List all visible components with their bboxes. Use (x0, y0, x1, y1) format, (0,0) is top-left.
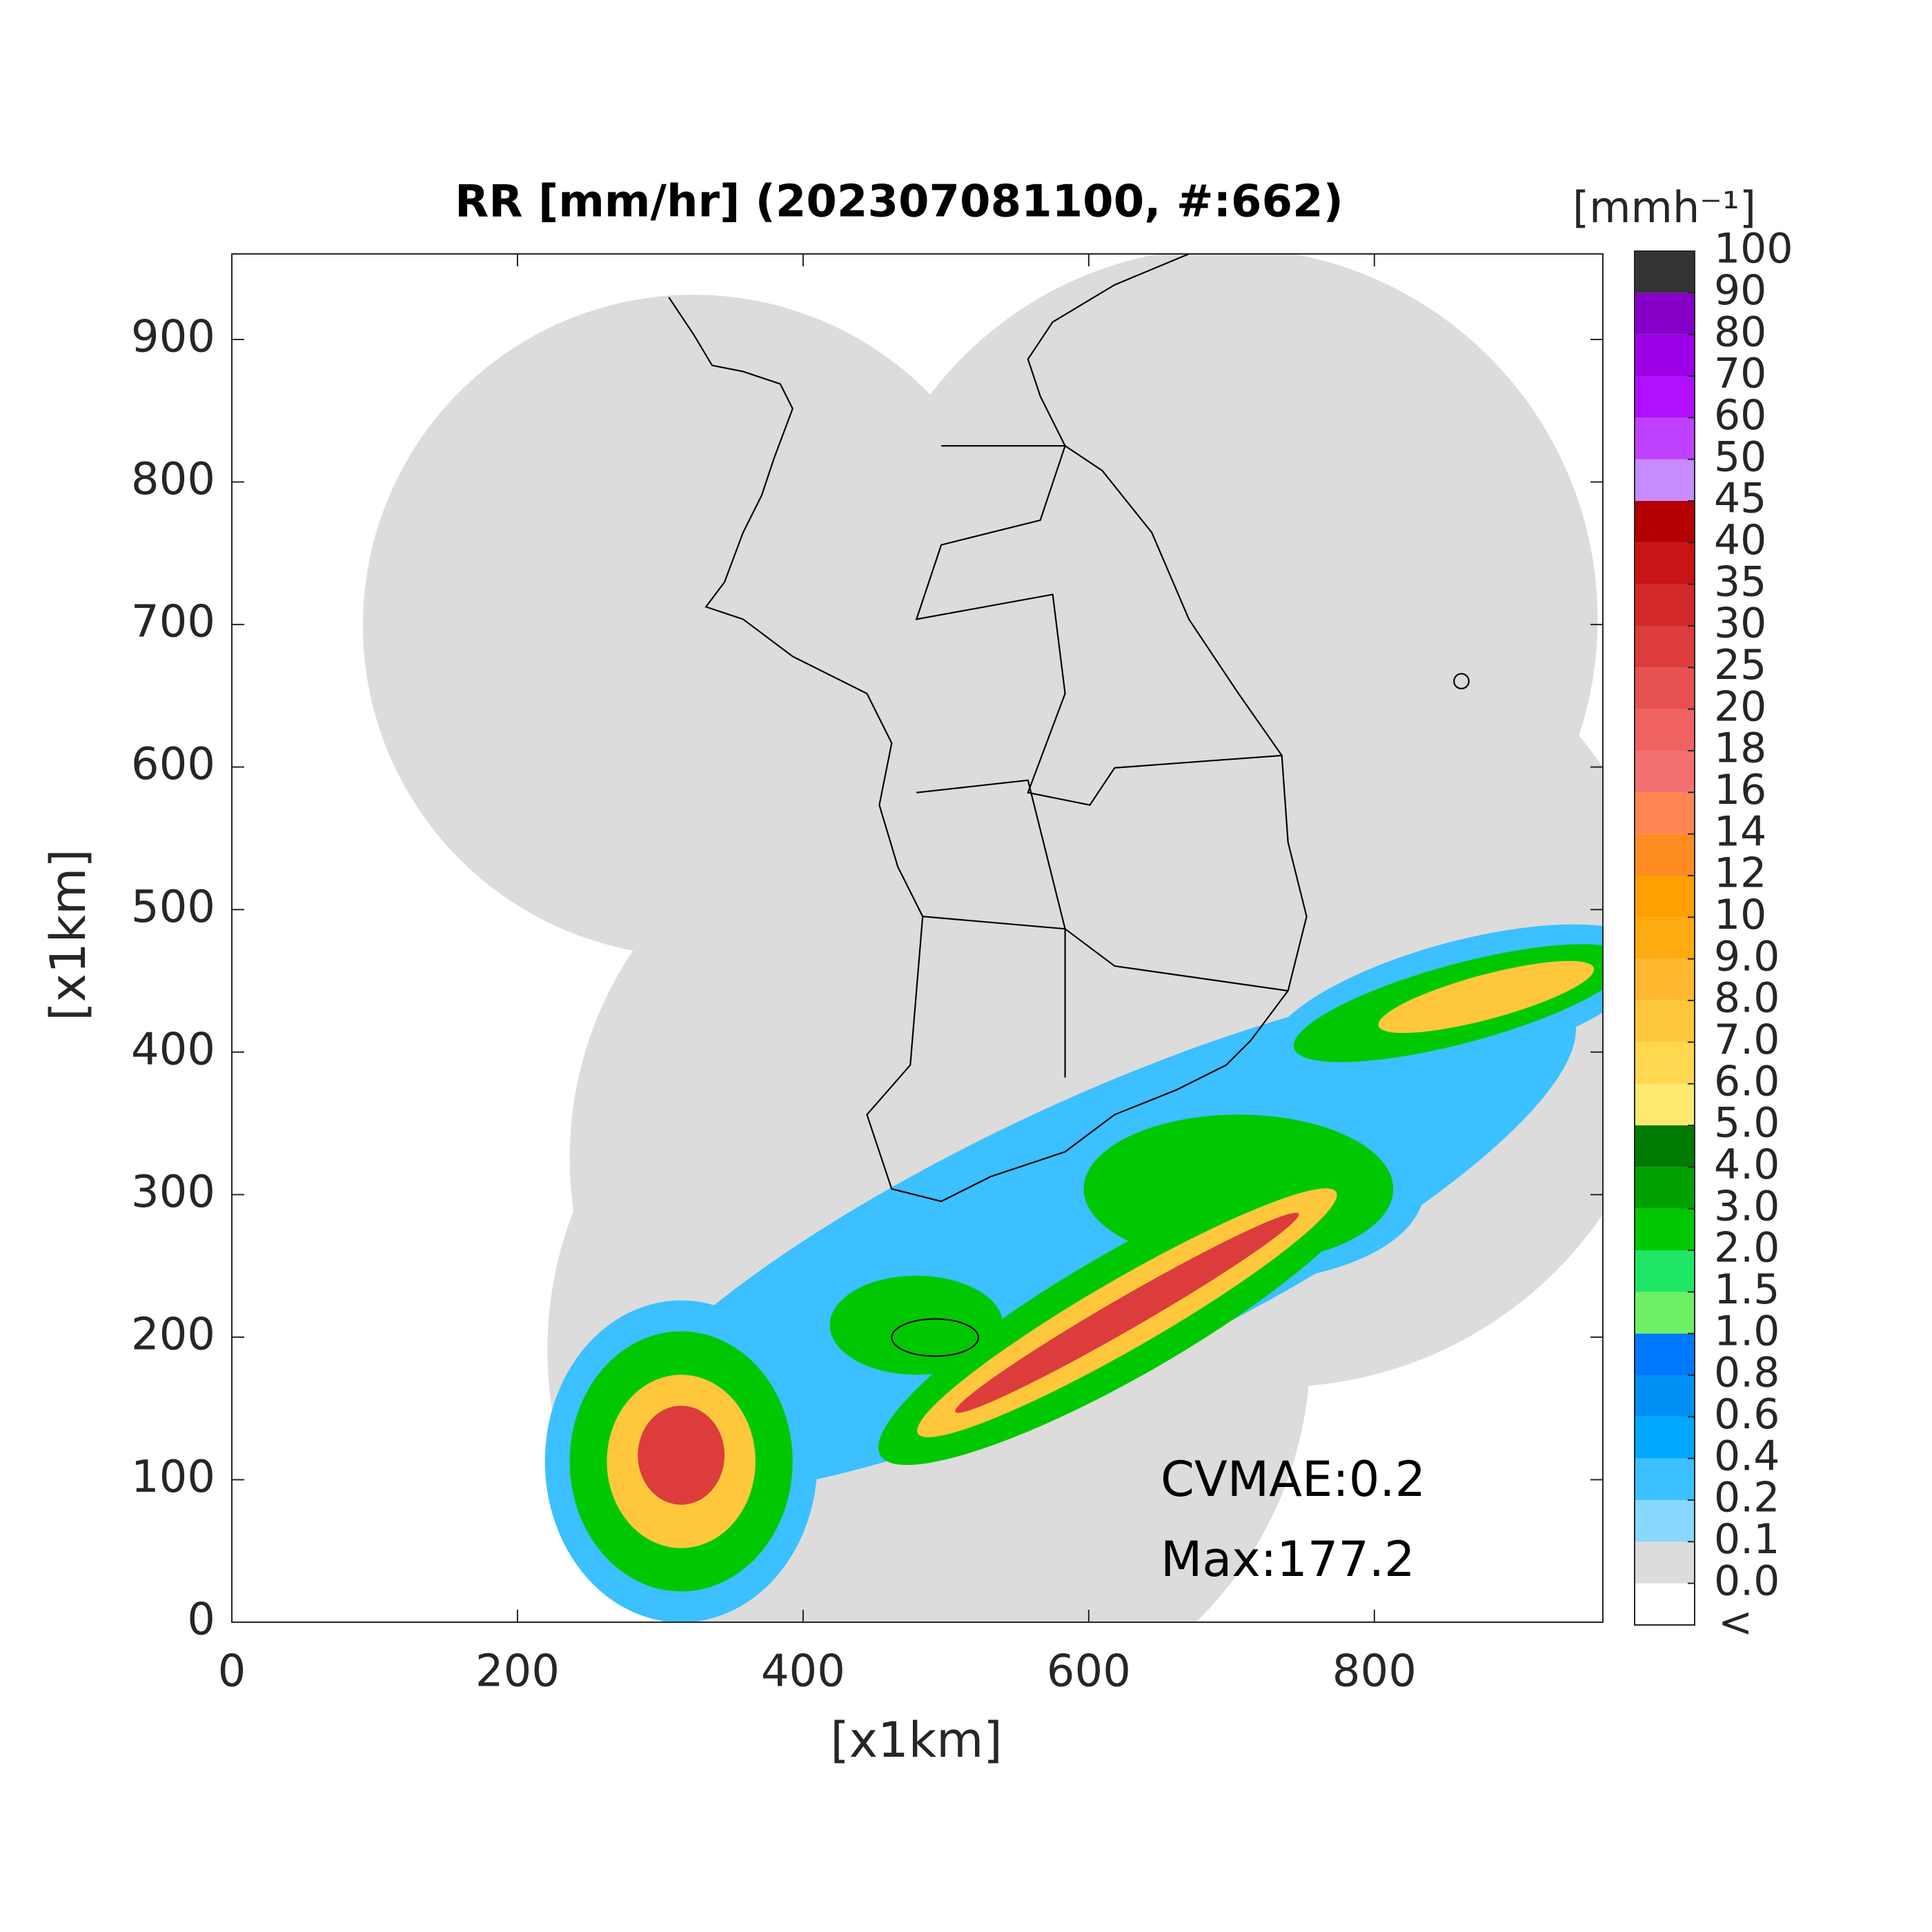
y-tick-label: 200 (131, 1309, 215, 1360)
colorbar-tick-label: 0.2 (1714, 1474, 1780, 1522)
y-tick-label: 700 (131, 597, 215, 648)
colorbar-tick-label: 2.0 (1714, 1224, 1780, 1272)
colorbar-tick-label: 16 (1714, 766, 1766, 814)
colorbar-tick-label: 18 (1714, 724, 1766, 773)
radar-field (362, 253, 1603, 1623)
colorbar-segment (1635, 1541, 1695, 1584)
colorbar-tick-label: 0.6 (1714, 1390, 1780, 1439)
colorbar-tick-label: 3.0 (1714, 1182, 1780, 1230)
colorbar-tick-label: 50 (1714, 433, 1766, 481)
y-tick-label: 900 (131, 312, 215, 363)
colorbar-segment (1635, 1083, 1695, 1125)
colorbar-tick-label: 7.0 (1714, 1016, 1780, 1064)
colorbar-segment (1635, 1583, 1695, 1625)
y-tick-label: 300 (131, 1167, 215, 1218)
colorbar-segment (1635, 417, 1695, 460)
x-tick-label: 200 (475, 1646, 560, 1697)
colorbar-tick-label: 100 (1714, 225, 1793, 273)
colorbar-segment (1635, 958, 1695, 1000)
colorbar-segment (1635, 709, 1695, 751)
colorbar-segment (1635, 1000, 1695, 1043)
colorbar-label: [mmh⁻¹] (1573, 182, 1756, 233)
colorbar-tick-label: 6.0 (1714, 1057, 1780, 1105)
colorbar-segment (1635, 1208, 1695, 1250)
colorbar-tick-label: 0.8 (1714, 1349, 1780, 1397)
annotation: Max:177.2 (1161, 1531, 1415, 1588)
colorbar-segment (1635, 1292, 1695, 1334)
colorbar-segment (1635, 1333, 1695, 1375)
colorbar-tick-label: 14 (1714, 807, 1766, 856)
colorbar-segment (1635, 251, 1695, 293)
colorbar-segment (1635, 751, 1695, 793)
precipitation (544, 924, 1603, 1623)
x-tick-label: 400 (761, 1646, 845, 1697)
colorbar-tick-label: 90 (1714, 266, 1766, 315)
colorbar-tick-label: 40 (1714, 516, 1766, 564)
colorbar-segment (1635, 626, 1695, 668)
x-tick-label: 600 (1047, 1646, 1131, 1697)
colorbar-segment (1635, 1125, 1695, 1167)
colorbar-tick-label: 0.4 (1714, 1432, 1780, 1480)
colorbar-tick-label: 10 (1714, 891, 1766, 939)
colorbar-under-label: < (1718, 1599, 1753, 1647)
y-tick-label: 600 (131, 739, 215, 790)
colorbar-segment (1635, 459, 1695, 501)
plot-frame (231, 253, 1604, 1623)
x-tick-label: 800 (1332, 1646, 1417, 1697)
colorbar-tick-label: 80 (1714, 308, 1766, 356)
colorbar-segment (1635, 1375, 1695, 1417)
colorbar-tick-label: 0.1 (1714, 1515, 1780, 1564)
colorbar-segment (1635, 1250, 1695, 1292)
y-tick-label: 100 (131, 1452, 215, 1503)
colorbar-segment (1635, 667, 1695, 709)
colorbar-tick-label: 20 (1714, 682, 1766, 731)
y-tick-label: 0 (187, 1595, 215, 1646)
colorbar-tick-label: 1.0 (1714, 1307, 1780, 1355)
annotation: CVMAE:0.2 (1161, 1451, 1426, 1508)
colorbar-tick-label: 30 (1714, 600, 1766, 648)
colorbar-segment (1635, 1458, 1695, 1500)
colorbar-segment (1635, 1042, 1695, 1084)
colorbar-tick-label: 45 (1714, 475, 1766, 523)
colorbar-segment (1635, 293, 1695, 335)
colorbar-segment (1635, 876, 1695, 918)
colorbar-tick-label: 35 (1714, 558, 1766, 606)
colorbar-segment (1635, 501, 1695, 543)
chart-title: RR [mm/hr] (202307081100, #:662) (455, 177, 1343, 228)
colorbar-tick-label: 70 (1714, 350, 1766, 398)
colorbar-segment (1635, 376, 1695, 418)
colorbar-segment (1635, 917, 1695, 959)
colorbar-tick-label: 8.0 (1714, 974, 1780, 1023)
y-axis-label: [x1km] (40, 849, 97, 1021)
colorbar-segment (1635, 334, 1695, 376)
colorbar-segment (1635, 584, 1695, 626)
colorbar-segment (1635, 834, 1695, 876)
coastline (668, 253, 1470, 1357)
x-tick-label: 0 (218, 1646, 246, 1697)
colorbar-tick-label: 1.5 (1714, 1265, 1780, 1314)
colorbar-tick-label: 4.0 (1714, 1141, 1780, 1189)
colorbar-tick-label: 25 (1714, 641, 1766, 689)
colorbar-frame (1634, 250, 1695, 1626)
x-axis-label: [x1km] (830, 1712, 1002, 1768)
y-tick-label: 500 (131, 882, 215, 933)
colorbar-tick-label: 60 (1714, 391, 1766, 440)
colorbar-segment (1635, 1417, 1695, 1459)
colorbar-tick-label: 12 (1714, 849, 1766, 898)
colorbar-tick-label: 9.0 (1714, 932, 1780, 980)
y-tick-label: 400 (131, 1024, 215, 1075)
colorbar-segment (1635, 1500, 1695, 1542)
y-tick-label: 800 (131, 454, 215, 505)
colorbar-tick-label: 0.0 (1714, 1557, 1780, 1605)
colorbar-segment (1635, 542, 1695, 584)
colorbar-tick-label: 5.0 (1714, 1099, 1780, 1147)
colorbar-segment (1635, 792, 1695, 834)
colorbar-segment (1635, 1167, 1695, 1209)
